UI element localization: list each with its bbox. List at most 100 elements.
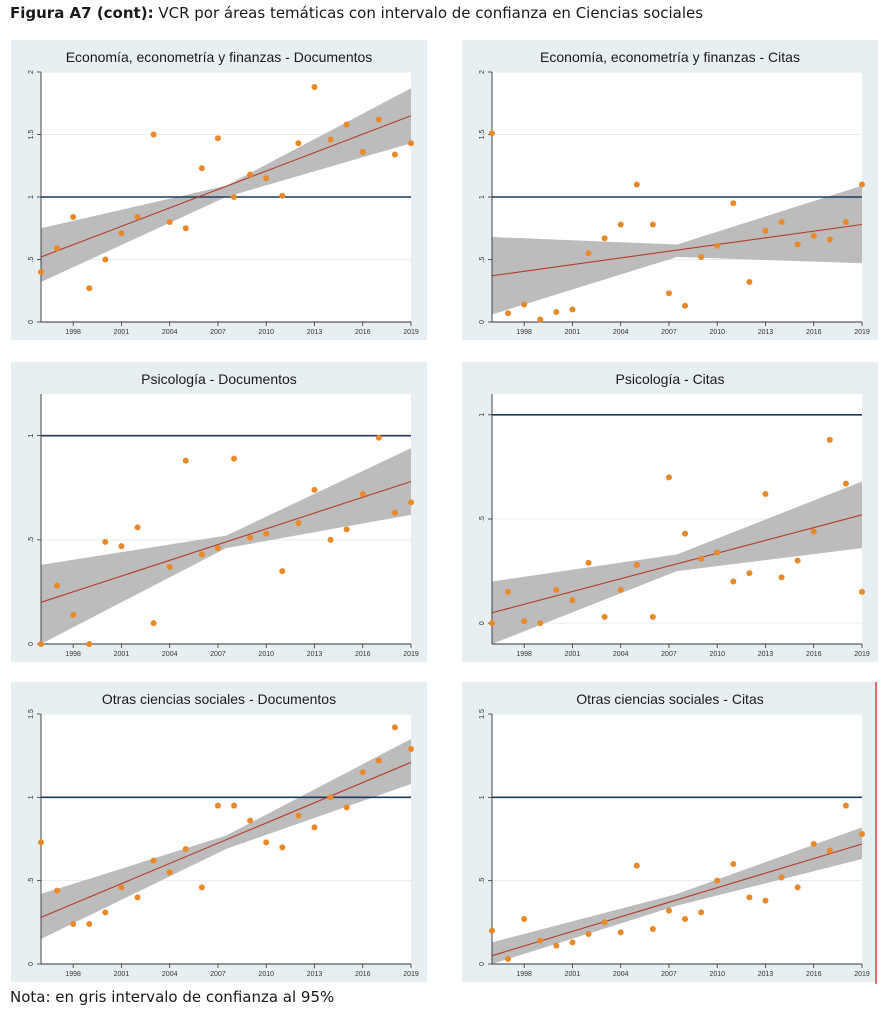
chart-panel-economia-documentos: Economía, econometría y finanzas - Docum… — [11, 40, 427, 340]
x-tick-label: 2016 — [355, 971, 371, 978]
fit-line — [491, 223, 863, 277]
y-tick-label: 2 — [479, 70, 486, 74]
data-point — [231, 455, 238, 462]
data-point — [182, 225, 189, 232]
data-point — [553, 309, 560, 315]
data-point — [295, 140, 302, 147]
data-point — [794, 557, 801, 564]
x-tick-label: 2001 — [114, 651, 130, 658]
x-tick-label: 2013 — [307, 329, 323, 336]
data-point — [665, 474, 672, 481]
data-point — [295, 520, 302, 527]
x-tick-label: 2004 — [613, 329, 629, 336]
data-point — [214, 545, 221, 552]
data-point — [150, 131, 157, 138]
x-tick-label: 2013 — [758, 971, 774, 978]
x-tick-label: 2001 — [114, 971, 130, 978]
y-tick-label: 2 — [28, 70, 35, 74]
y-tick-label: .5 — [28, 256, 35, 262]
data-point — [408, 140, 414, 147]
data-point — [327, 136, 334, 143]
x-tick-label: 2001 — [565, 651, 581, 658]
y-tick-label: 1.5 — [479, 130, 486, 140]
data-point — [70, 611, 77, 618]
data-point — [569, 306, 576, 313]
data-point — [601, 235, 608, 242]
x-tick-label: 2019 — [403, 329, 419, 336]
chart-panel-otras-documentos: Otras ciencias sociales - Documentos 0 .5 1… — [11, 682, 427, 982]
data-point — [649, 613, 656, 620]
x-tick-label: 2010 — [709, 651, 725, 658]
data-point — [166, 869, 173, 876]
data-point — [166, 219, 173, 225]
data-point — [86, 921, 93, 927]
data-point — [762, 227, 769, 234]
x-tick-label: 2004 — [162, 971, 178, 978]
data-point — [263, 175, 270, 182]
chart-panel-economia-citas: Economía, econometría y finanzas - Citas… — [462, 40, 878, 340]
data-point — [295, 812, 302, 819]
chart-panel-psicologia-documentos: Psicología - Documentos 0 .5 1 1998 2001 2004 2… — [11, 362, 427, 662]
confidence-band — [41, 88, 411, 282]
data-point — [54, 887, 61, 894]
data-point — [343, 526, 350, 533]
data-point — [810, 232, 817, 239]
data-point — [714, 549, 721, 556]
data-point — [778, 574, 785, 581]
data-point — [778, 219, 785, 225]
y-tick-label: 0 — [28, 962, 35, 966]
x-tick-label: 2019 — [854, 971, 870, 978]
data-point — [649, 926, 656, 932]
data-point — [826, 847, 833, 854]
data-point — [118, 543, 125, 550]
data-point — [569, 597, 576, 604]
fit-line — [491, 514, 863, 614]
data-point — [714, 242, 721, 249]
x-tick-label: 2019 — [854, 329, 870, 336]
x-tick-label: 2010 — [709, 329, 725, 336]
data-point — [826, 236, 833, 243]
data-point — [859, 588, 865, 595]
y-tick-label: 1.5 — [28, 130, 35, 140]
data-point — [86, 285, 93, 292]
data-point — [601, 613, 608, 620]
x-tick-label: 1998 — [65, 329, 81, 336]
data-point — [375, 434, 382, 441]
figure-title: Figura A7 (cont): VCR por áreas temática… — [10, 4, 703, 22]
data-point — [585, 250, 592, 257]
x-tick-label: 2013 — [307, 971, 323, 978]
data-point — [408, 746, 414, 752]
data-point — [489, 620, 495, 627]
x-tick-label: 2013 — [758, 329, 774, 336]
data-point — [343, 121, 350, 128]
data-point — [86, 641, 93, 647]
data-point — [247, 817, 254, 824]
data-point — [665, 907, 672, 914]
data-point — [585, 559, 592, 566]
data-point — [714, 877, 721, 884]
data-point — [118, 230, 125, 237]
data-point — [505, 588, 512, 595]
x-tick-label: 2007 — [661, 971, 677, 978]
x-tick-label: 2010 — [258, 651, 274, 658]
confidence-band — [492, 827, 862, 964]
data-point — [359, 149, 366, 155]
data-point — [54, 245, 61, 252]
data-point — [198, 884, 205, 891]
figure-note: Nota: en gris intervalo de confianza al … — [10, 988, 335, 1006]
data-point — [537, 937, 544, 944]
x-tick-label: 2001 — [565, 971, 581, 978]
data-point — [311, 84, 318, 90]
y-tick-label: 0 — [479, 320, 486, 324]
data-point — [263, 530, 270, 537]
data-point — [134, 894, 141, 901]
data-point — [682, 302, 689, 309]
data-point — [859, 181, 865, 188]
x-tick-label: 2016 — [806, 971, 822, 978]
data-point — [134, 524, 141, 531]
data-point — [553, 942, 560, 949]
data-point — [279, 192, 286, 199]
data-point — [391, 151, 398, 158]
x-tick-label: 2013 — [307, 651, 323, 658]
data-point — [633, 561, 640, 568]
